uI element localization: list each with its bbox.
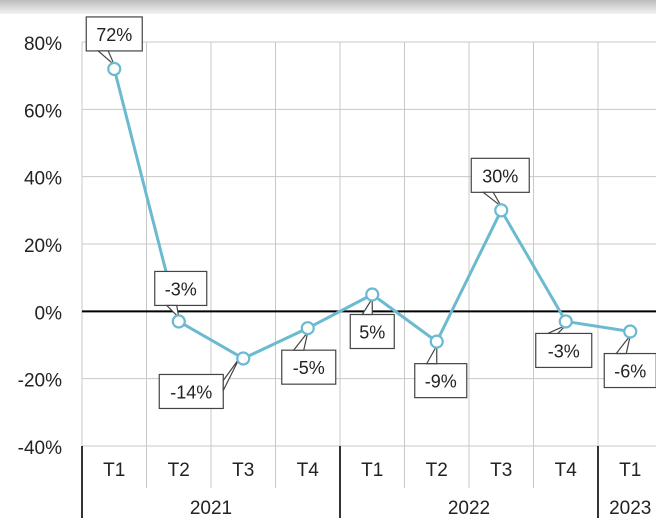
data-point	[494, 203, 509, 218]
data-label-callout: -14%	[158, 358, 240, 410]
y-tick-label: 80%	[24, 34, 62, 55]
callout-pointer	[361, 296, 373, 316]
x-tick-label: T2	[426, 460, 448, 481]
data-point	[107, 61, 122, 77]
y-tick-label: 20%	[24, 236, 62, 257]
x-tick-label: T4	[297, 460, 320, 481]
callout-pointer	[615, 335, 631, 355]
group-label: 2021	[190, 498, 232, 518]
group-label: 2023	[609, 498, 651, 518]
x-tick-label: T3	[232, 460, 254, 481]
data-point	[236, 351, 251, 366]
data-label: 30%	[482, 166, 518, 186]
y-tick-label: 0%	[35, 303, 63, 324]
group-label: 2022	[448, 498, 490, 518]
data-label-callout: -5%	[281, 331, 337, 385]
data-point	[623, 324, 638, 339]
data-label-callout: 30%	[470, 157, 530, 207]
x-tick-label: T3	[490, 460, 512, 481]
callout-box	[603, 352, 656, 389]
data-label-callout: 5%	[349, 296, 395, 350]
data-label: 72%	[96, 25, 132, 45]
data-label: 5%	[359, 323, 385, 343]
callout-pointer	[481, 191, 502, 207]
y-tick-label: 60%	[24, 101, 62, 122]
data-label-callout: -3%	[154, 270, 208, 320]
callout-box	[349, 313, 395, 350]
data-label-callout: 72%	[85, 16, 143, 66]
data-label: -5%	[293, 358, 325, 378]
callout-box	[535, 332, 593, 369]
callout-pointer	[292, 331, 309, 351]
data-point	[300, 321, 315, 336]
data-label: -6%	[614, 362, 646, 382]
y-tick-label: 40%	[24, 169, 62, 190]
data-point	[365, 287, 380, 302]
data-label-callout: -6%	[603, 335, 656, 389]
data-label: -9%	[425, 372, 457, 392]
data-label: -3%	[548, 341, 580, 361]
callout-box	[281, 349, 337, 385]
x-tick-label: T2	[168, 460, 190, 481]
callout-pointer	[222, 358, 240, 391]
y-tick-label: -40%	[18, 438, 62, 459]
data-point	[171, 314, 186, 329]
callout-pointer	[165, 304, 180, 320]
callout-pointer	[96, 50, 115, 66]
x-tick-label: T1	[103, 460, 125, 481]
callout-pointer	[425, 343, 438, 365]
window-top-bar	[0, 0, 656, 14]
callout-box	[85, 16, 143, 52]
callout-pointer	[547, 324, 567, 335]
data-point	[429, 334, 444, 349]
data-label-callout: -9%	[414, 343, 468, 399]
x-tick-label: T1	[361, 460, 383, 481]
y-tick-label: -20%	[18, 371, 62, 392]
data-label: -14%	[170, 382, 212, 402]
callout-box	[470, 157, 530, 193]
data-label: -3%	[165, 279, 197, 299]
data-point	[558, 314, 573, 329]
callout-box	[154, 270, 208, 307]
x-tick-label: T4	[555, 460, 578, 481]
callout-box	[414, 363, 468, 399]
x-tick-label: T1	[619, 460, 641, 481]
data-label-callout: -3%	[535, 324, 593, 369]
callout-box	[158, 373, 224, 410]
